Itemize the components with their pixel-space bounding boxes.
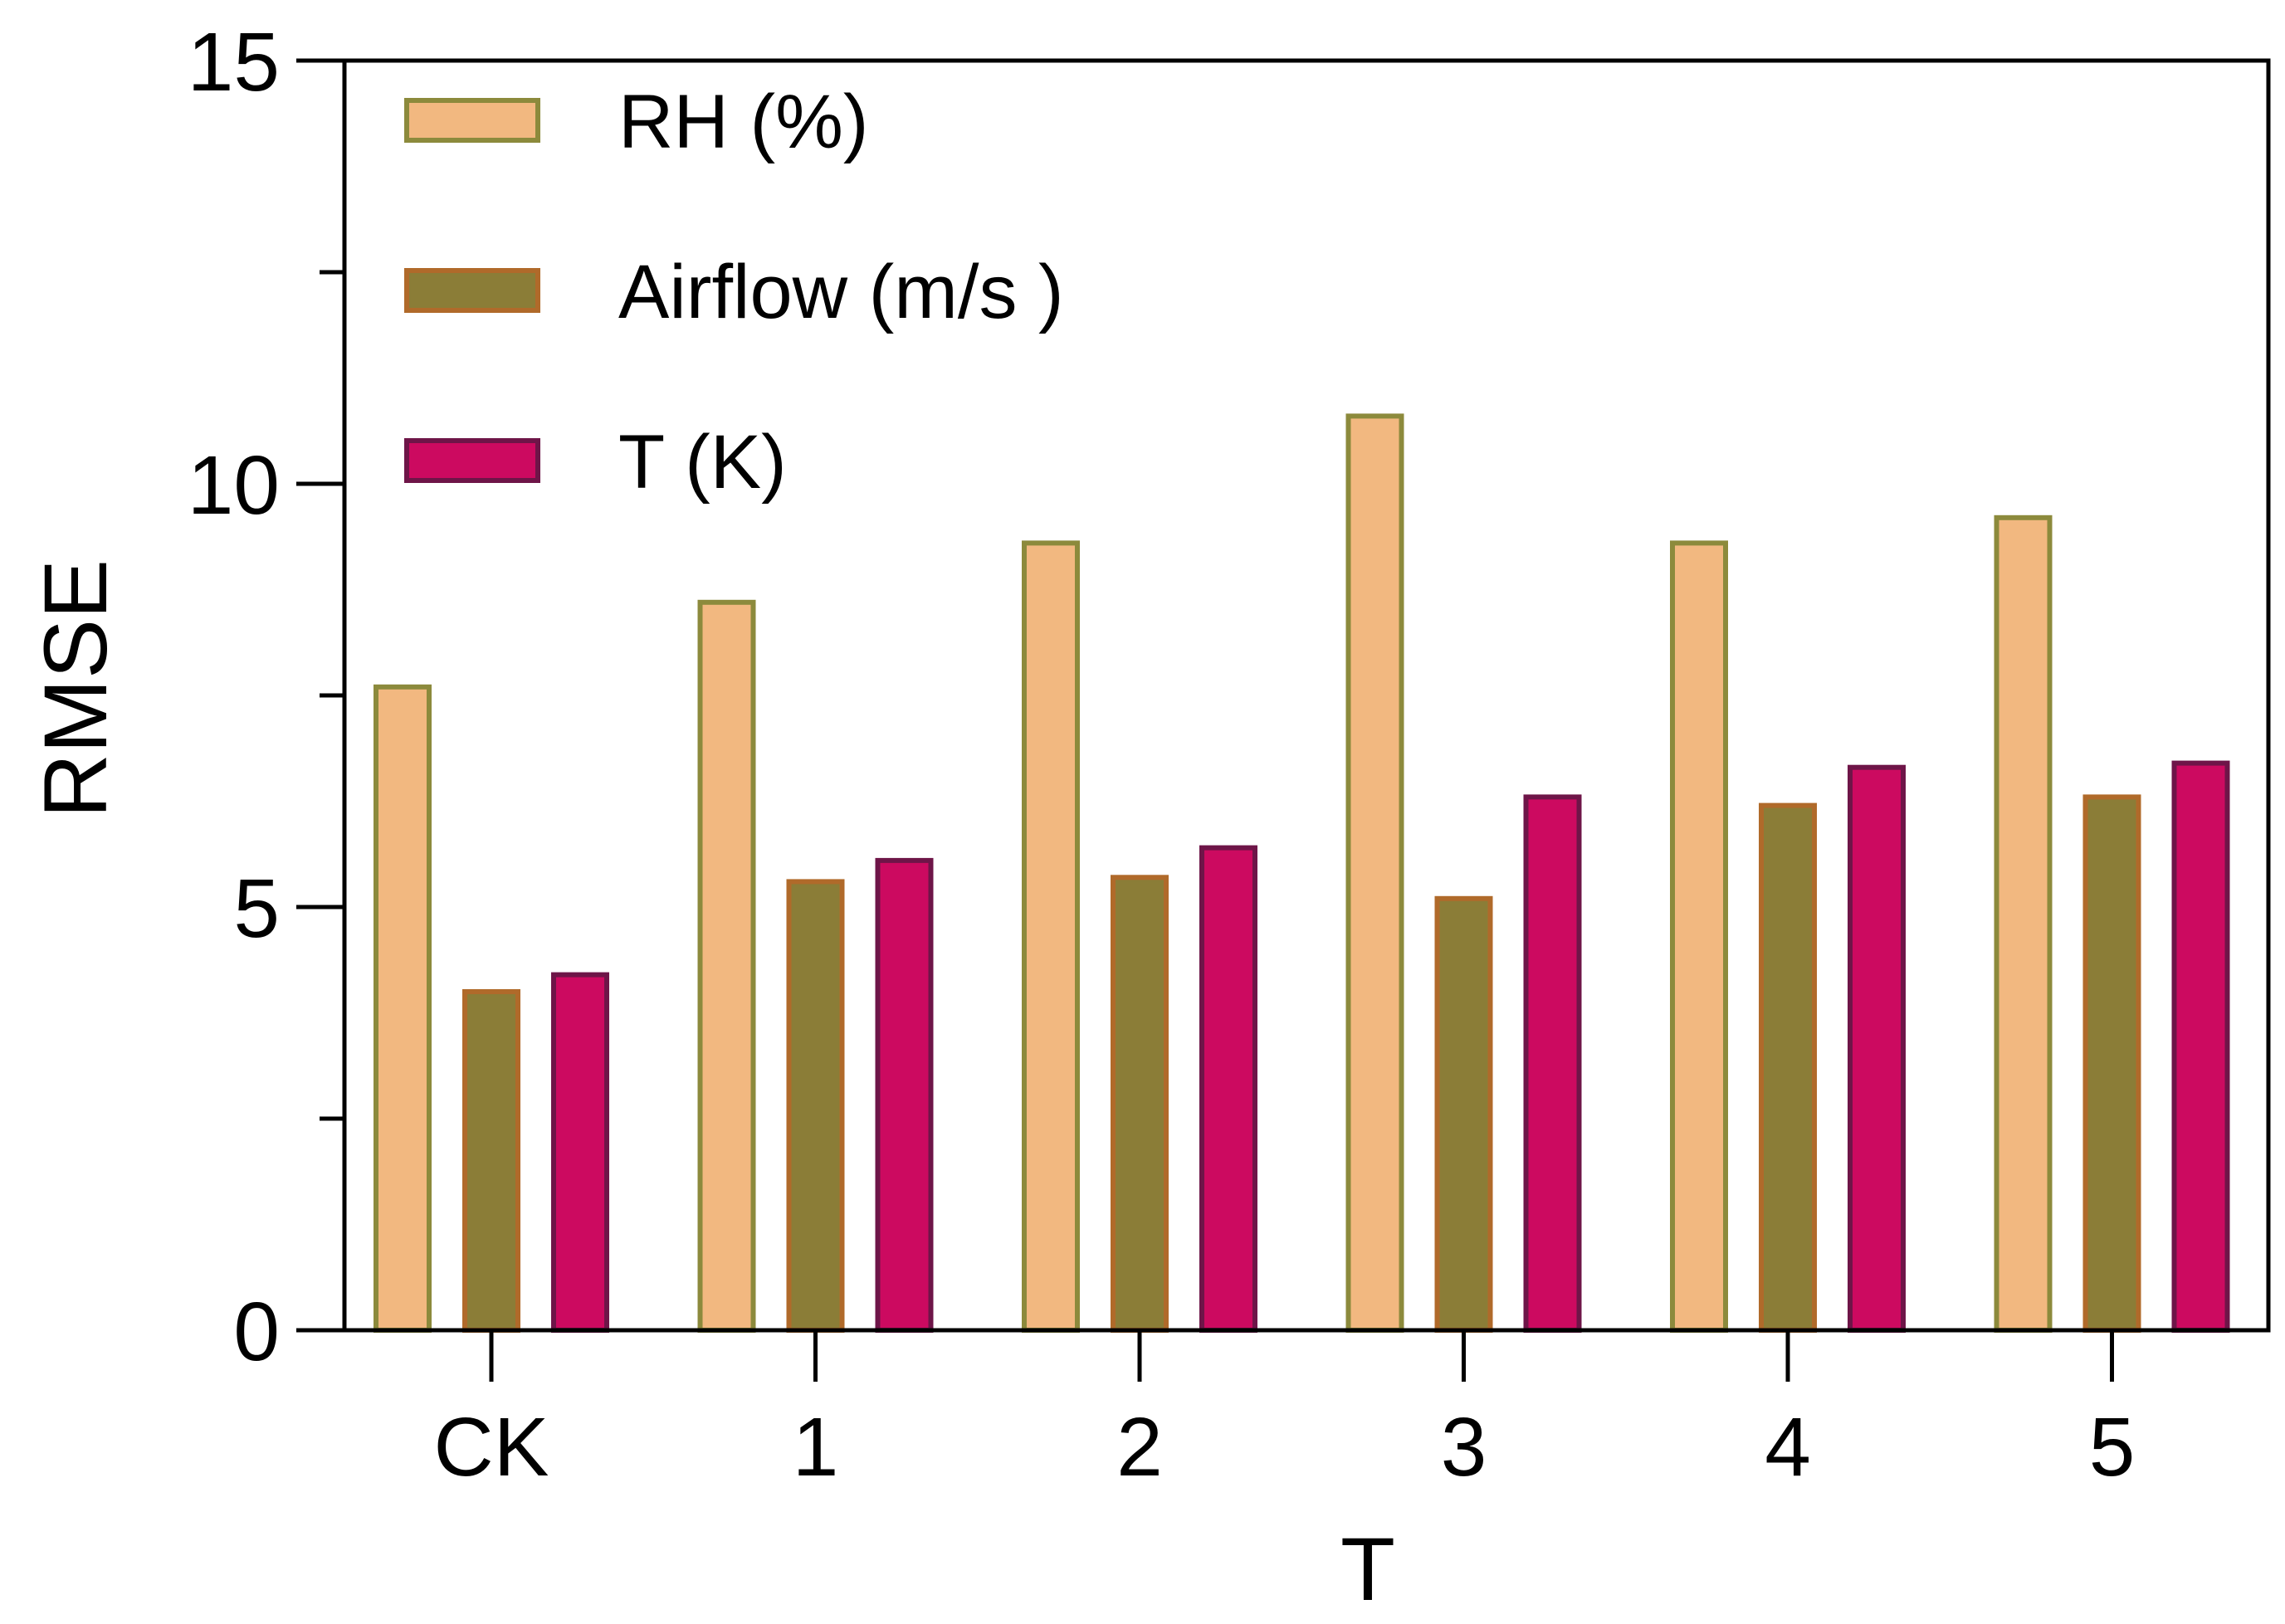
- x-axis-title: T: [1340, 1519, 1395, 1619]
- y-axis-title: RMSE: [25, 559, 125, 818]
- legend-label-1: RH (%): [618, 80, 869, 164]
- x-tick-label-3: 3: [1441, 1401, 1487, 1494]
- bar-1-series-3: [875, 857, 934, 1333]
- bar-3-series-2: [1434, 895, 1493, 1334]
- bar-3-series-3: [1523, 794, 1582, 1333]
- legend-label-3: T (K): [618, 420, 787, 505]
- x-tick-label-1: 1: [793, 1401, 839, 1494]
- y-tick-label-5: 5: [233, 862, 280, 955]
- bar-ck-series-1: [374, 684, 432, 1333]
- bar-2-series-1: [1022, 540, 1080, 1333]
- bar-4-series-2: [1759, 802, 1817, 1333]
- legend: RH (%) Airflow (m/s ) T (K): [404, 80, 1064, 505]
- y-tick-label-10: 10: [188, 439, 280, 532]
- legend-swatch-3: [404, 438, 540, 483]
- bar-ck-series-3: [551, 972, 609, 1333]
- bars-layer: [374, 413, 2230, 1334]
- x-tick-label-ck: CK: [434, 1401, 549, 1494]
- bar-5-series-1: [1994, 515, 2053, 1333]
- axes-layer: 0 5 10 15 CK 1 2 3 4 5: [188, 16, 2271, 1494]
- bar-2-series-3: [1199, 845, 1257, 1333]
- x-tick-label-2: 2: [1116, 1401, 1163, 1494]
- y-tick-label-15: 15: [188, 16, 280, 109]
- legend-swatch-2: [404, 268, 540, 313]
- bar-5-series-3: [2171, 760, 2230, 1333]
- legend-swatch-1: [404, 98, 540, 143]
- x-tick-label-5: 5: [2089, 1401, 2136, 1494]
- bar-1-series-1: [697, 599, 756, 1333]
- x-tick-label-4: 4: [1765, 1401, 1811, 1494]
- bar-4-series-3: [1848, 764, 1906, 1333]
- bar-1-series-2: [786, 879, 845, 1333]
- bar-4-series-1: [1670, 540, 1728, 1333]
- bar-2-series-2: [1111, 875, 1169, 1334]
- y-tick-label-0: 0: [233, 1285, 280, 1378]
- bar-5-series-2: [2082, 794, 2141, 1333]
- bar-ck-series-2: [462, 989, 520, 1333]
- bar-3-series-1: [1345, 413, 1404, 1333]
- legend-label-2: Airflow (m/s ): [618, 250, 1064, 334]
